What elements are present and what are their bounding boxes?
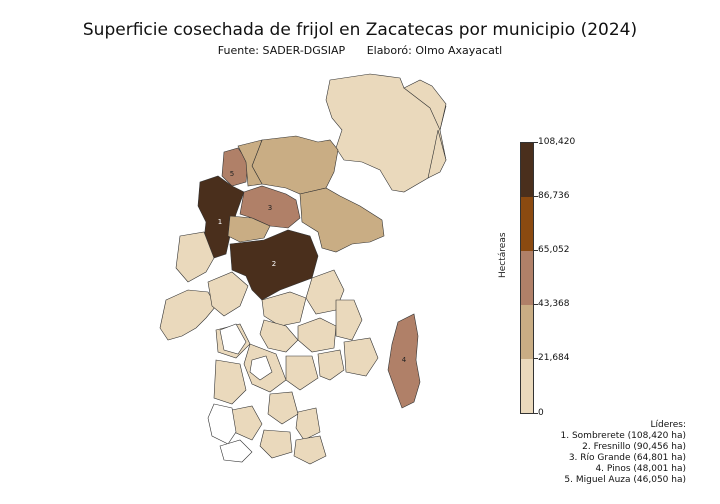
leaders-title: Líderes: <box>650 420 686 430</box>
colorbar-axis-label: Hectáreas <box>498 232 508 278</box>
colorbar-tickmark <box>534 413 538 414</box>
municipality-zacatecas[interactable] <box>259 319 299 353</box>
municipality-jalpa[interactable] <box>267 391 299 425</box>
colorbar-tick-label: 65,052 <box>538 245 570 255</box>
municipality-jerez[interactable] <box>207 271 249 317</box>
source-label: Fuente: SADER-DGSIAP <box>217 44 346 57</box>
municipality-no-data-2[interactable] <box>219 439 253 463</box>
municipality-miguel-auza[interactable] <box>221 147 249 187</box>
municipality-pinos[interactable] <box>387 313 421 409</box>
marker-2: 2 <box>272 260 276 268</box>
leader-item: 3. Río Grande (64,801 ha) <box>568 453 686 463</box>
marker-3: 3 <box>268 204 272 212</box>
municipality-no-data-4[interactable] <box>249 355 273 381</box>
municipality-tlaltenango[interactable] <box>213 359 247 405</box>
colorbar-tickmark <box>534 196 538 197</box>
municipality-ojocaliente[interactable] <box>335 299 363 341</box>
colorbar-segment-3 <box>521 251 533 305</box>
leader-item: 1. Sombrerete (108,420 ha) <box>560 431 686 441</box>
municipality-villa-de-cos[interactable] <box>299 187 385 253</box>
municipality-no-data-1[interactable] <box>207 403 237 445</box>
marker-1: 1 <box>218 218 222 226</box>
municipality-luis-moya[interactable] <box>317 349 345 381</box>
municipality-sombrerete[interactable] <box>197 175 245 259</box>
leader-item: 2. Fresnillo (90,456 ha) <box>582 442 686 452</box>
municipality-valparaiso[interactable] <box>159 289 217 341</box>
municipality-juchipila[interactable] <box>295 407 321 441</box>
leaders-legend: Líderes: 1. Sombrerete (108,420 ha) 2. F… <box>561 420 686 486</box>
municipality-loreto[interactable] <box>343 337 379 377</box>
municipality-sain-alto[interactable] <box>227 215 271 243</box>
municipality-melchor-ocampo[interactable] <box>251 135 339 195</box>
map-title: Superficie cosechada de frijol en Zacate… <box>82 20 638 40</box>
map-subtitle: Fuente: SADER-DGSIAP Elaboró: Olmo Axaya… <box>0 44 720 57</box>
municipality-moyahua[interactable] <box>231 405 263 441</box>
municipality-no-data-3[interactable] <box>219 323 247 355</box>
colorbar-tick-label: 86,736 <box>538 191 570 201</box>
municipality-rio-grande[interactable] <box>239 185 301 229</box>
colorbar-tick-label: 21,684 <box>538 353 570 363</box>
colorbar-segment-4 <box>521 197 533 251</box>
colorbar-tickmark <box>534 250 538 251</box>
municipality-concepcion-del-oro[interactable] <box>403 79 447 131</box>
colorbar-tick-label: 43,368 <box>538 299 570 309</box>
municipality-calera[interactable] <box>261 291 307 327</box>
colorbar <box>520 142 534 414</box>
colorbar-tick-label: 0 <box>538 408 544 418</box>
municipality-juan-aldama[interactable] <box>237 139 263 187</box>
colorbar-tickmark <box>534 142 538 143</box>
leader-item: 5. Miguel Auza (46,050 ha) <box>564 475 686 485</box>
municipality-nochistlan[interactable] <box>293 435 327 465</box>
colorbar-tick-label: 108,420 <box>538 137 576 147</box>
colorbar-tickmark <box>534 304 538 305</box>
author-label: Elaboró: Olmo Axayacatl <box>366 44 503 57</box>
colorbar-segment-5 <box>521 143 533 197</box>
municipality-genaro-codina[interactable] <box>285 355 319 391</box>
marker-5: 5 <box>230 170 234 178</box>
leader-item: 4. Pinos (48,001 ha) <box>595 464 686 474</box>
marker-4: 4 <box>402 356 407 364</box>
municipality-fresnillo[interactable] <box>229 229 319 301</box>
colorbar-segment-2 <box>521 305 533 359</box>
municipality-chalchihuites[interactable] <box>175 231 215 283</box>
colorbar-segment-1 <box>521 359 533 413</box>
municipality-guadalupe[interactable] <box>297 317 337 353</box>
colorbar-tickmark <box>534 358 538 359</box>
municipality-el-salvador[interactable] <box>427 129 447 179</box>
municipality-apozol[interactable] <box>259 429 293 459</box>
